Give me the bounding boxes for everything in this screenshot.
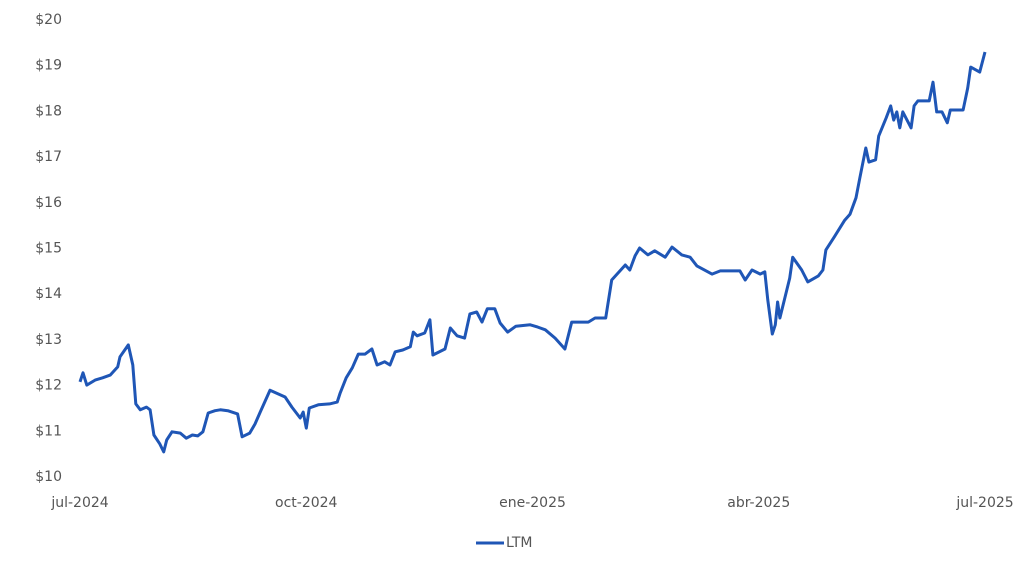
x-tick-label: abr-2025	[727, 495, 790, 511]
y-tick-label: $13	[35, 332, 62, 348]
y-tick-label: $15	[35, 241, 62, 257]
y-tick-label: $10	[35, 469, 62, 485]
y-tick-label: $18	[35, 103, 62, 119]
y-tick-label: $17	[35, 149, 62, 165]
x-tick-label: jul-2025	[955, 495, 1013, 511]
y-tick-label: $16	[35, 195, 62, 211]
legend-label: LTM	[506, 535, 533, 551]
y-tick-label: $12	[35, 378, 62, 394]
y-tick-label: $19	[35, 58, 62, 74]
x-tick-label: jul-2024	[50, 495, 108, 511]
x-tick-label: oct-2024	[275, 495, 338, 511]
y-tick-label: $14	[35, 286, 62, 302]
line-series	[78, 51, 987, 454]
y-tick-label: $11	[35, 423, 62, 439]
x-tick-label: ene-2025	[499, 495, 566, 511]
y-tick-label: $20	[35, 12, 62, 28]
